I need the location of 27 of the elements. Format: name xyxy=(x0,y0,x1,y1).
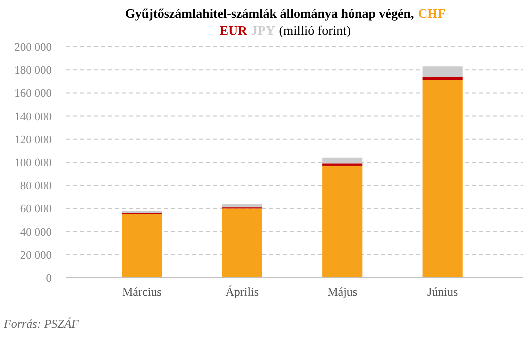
text: Forrás: PSZÁF xyxy=(3,317,80,331)
y-tick-label: 200 000 xyxy=(14,42,52,54)
y-tick-label: 60 000 xyxy=(20,204,52,216)
bar xyxy=(122,214,162,278)
x-tick-label: Május xyxy=(328,285,358,299)
y-tick-label: 120 000 xyxy=(14,134,52,146)
y-tick-label: 0 xyxy=(46,273,52,286)
chart-subtitle: (millió forint) xyxy=(279,23,352,38)
bar xyxy=(422,66,463,78)
bar xyxy=(422,77,463,80)
y-tick-label: 80 000 xyxy=(20,180,52,193)
x-tick-label: Április xyxy=(226,285,260,299)
text: EUR xyxy=(220,23,248,38)
bar xyxy=(222,208,262,278)
bar xyxy=(222,204,262,208)
y-tick-label: 20 000 xyxy=(20,250,52,262)
x-tick-label: Június xyxy=(427,285,458,299)
y-tick-label: 100 000 xyxy=(14,158,52,170)
y-tick-label: 180 000 xyxy=(14,65,52,78)
bar xyxy=(322,166,363,278)
chart-title: Gyűjtőszámlahitel-számlák állománya hónap végén, xyxy=(125,6,414,21)
y-tick-label: 140 000 xyxy=(14,111,52,124)
y-tick-label: 160 000 xyxy=(14,88,52,100)
bar xyxy=(422,80,463,278)
x-tick-label: Március xyxy=(122,285,162,299)
y-tick-label: 40 000 xyxy=(20,226,52,239)
text: CHF xyxy=(418,6,446,21)
